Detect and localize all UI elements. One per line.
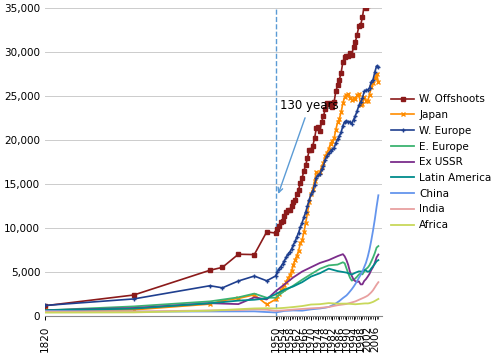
Text: 130 years: 130 years bbox=[278, 99, 338, 193]
Legend: W. Offshoots, Japan, W. Europe, E. Europe, Ex USSR, Latin America, China, India,: W. Offshoots, Japan, W. Europe, E. Europ… bbox=[387, 90, 496, 234]
